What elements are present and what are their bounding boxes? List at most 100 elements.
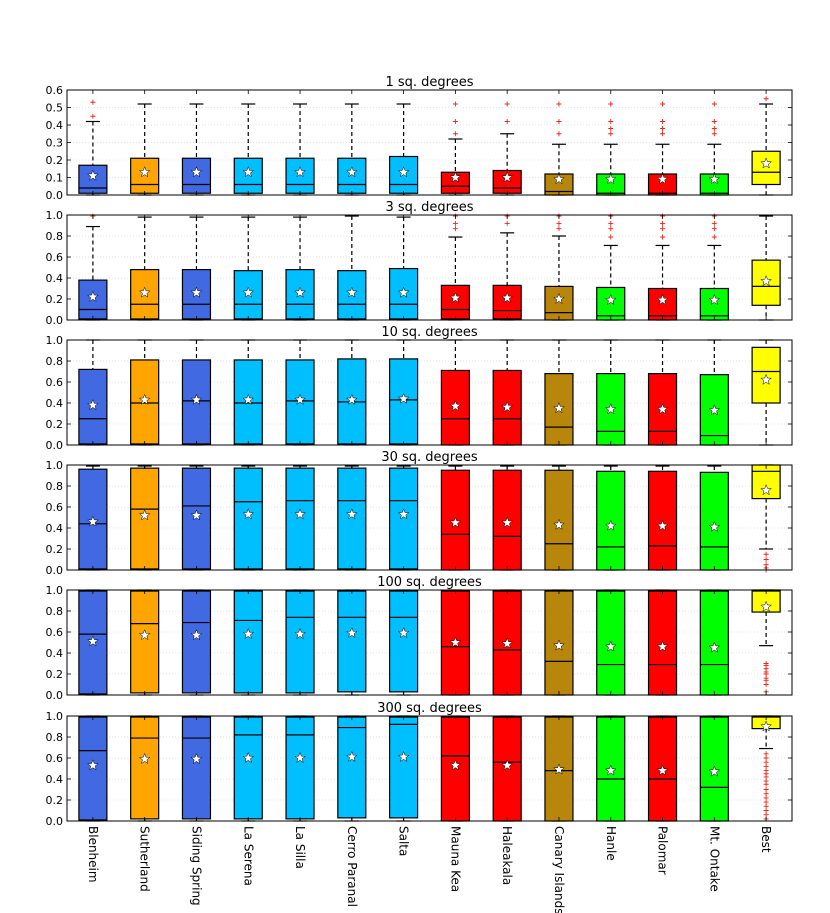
mean-marker	[397, 508, 410, 520]
panel-4: 30 sq. degrees 0.0 0.2 0.4 0.6 0.8 1.0	[46, 450, 793, 577]
box-haleakala	[492, 715, 522, 822]
outlier-point	[660, 119, 666, 124]
box-best	[751, 589, 781, 695]
box-salta	[389, 216, 419, 321]
box-blenheim	[78, 213, 108, 321]
box-siding-spring	[181, 103, 212, 196]
mean-marker	[553, 518, 565, 530]
box-hanle	[596, 101, 626, 196]
panel-5: 100 sq. degrees 0.0 0.2 0.4 0.6 0.8 1.0	[46, 575, 793, 702]
y-tick-label: 0.8	[46, 355, 64, 368]
panel-frame	[66, 214, 793, 321]
box-hanle	[596, 465, 626, 571]
outlier-point	[660, 101, 666, 107]
mean-marker	[86, 290, 99, 302]
panel-1: 1 sq. degrees 0.0 0.1 0.2 0.3 0.4 0.5 0.6	[46, 75, 793, 202]
y-tick-label: 0.0	[46, 689, 64, 702]
iqr-box	[647, 287, 678, 321]
mean-marker	[708, 404, 721, 416]
y-tick-label: 0.0	[46, 439, 64, 452]
outlier-point	[711, 101, 717, 107]
mean-marker	[449, 636, 462, 648]
box-la-serena	[233, 216, 263, 321]
iqr-box	[440, 284, 470, 320]
box-salta	[389, 339, 419, 446]
box-cerro-paranal	[337, 103, 367, 196]
outlier-point	[556, 119, 562, 124]
box-sutherland	[130, 589, 160, 696]
box-palomar	[647, 715, 678, 822]
mean-marker	[656, 293, 669, 306]
box-haleakala	[492, 101, 522, 196]
iqr-box	[337, 716, 367, 819]
outlier-point	[90, 99, 96, 105]
x-tick-label: Haleakala	[500, 826, 514, 885]
mean-marker	[449, 171, 462, 183]
box-canary-islands	[544, 339, 574, 446]
outlier-point	[452, 220, 458, 226]
box-best	[751, 96, 781, 196]
box-canary-islands	[544, 213, 574, 321]
box-sutherland	[130, 465, 160, 571]
box-mt-ontake	[699, 101, 729, 196]
mean-marker	[501, 400, 514, 413]
mean-marker	[501, 637, 514, 649]
iqr-box	[389, 155, 419, 194]
mean-marker	[242, 627, 255, 640]
box-la-serena	[233, 103, 263, 196]
outlier-point	[763, 759, 769, 765]
y-tick-label: 0.4	[46, 272, 64, 285]
box-blenheim	[78, 465, 108, 571]
iqr-box	[181, 467, 212, 570]
iqr-box	[699, 287, 729, 321]
x-tick-label: Hanle	[604, 826, 618, 861]
iqr-box	[233, 590, 263, 694]
mean-marker	[604, 173, 617, 185]
box-mt-ontake	[699, 589, 729, 696]
y-tick-label: 0.2	[46, 543, 64, 556]
y-tick-label: 1.0	[46, 459, 64, 472]
iqr-box	[130, 716, 160, 820]
box-la-serena	[233, 339, 263, 446]
y-tick-label: 0.6	[46, 84, 64, 97]
outlier-point	[608, 119, 614, 124]
x-tick-label: Palomar	[656, 826, 670, 875]
outlier-point	[452, 131, 458, 137]
y-tick-label: 0.8	[46, 230, 64, 243]
outlier-point	[711, 234, 717, 240]
mean-marker	[294, 286, 306, 298]
y-tick-label: 0.8	[46, 480, 64, 493]
iqr-box	[181, 157, 212, 194]
mean-marker	[604, 293, 617, 306]
box-la-silla	[285, 103, 315, 196]
outlier-point	[763, 774, 769, 780]
x-tick-label: Blenheim	[86, 826, 100, 883]
y-tick-label: 0.4	[46, 522, 64, 535]
outlier-point	[660, 220, 666, 226]
box-best	[751, 715, 781, 822]
mean-marker	[190, 166, 203, 178]
mean-marker	[86, 169, 99, 181]
iqr-box	[181, 716, 212, 820]
mean-marker	[397, 626, 410, 639]
box-best	[751, 339, 781, 446]
iqr-box	[233, 716, 263, 820]
panel-6: 300 sq. degrees 0.0 0.2 0.4 0.6 0.8 1.0	[46, 701, 793, 828]
mean-marker	[86, 759, 99, 771]
box-palomar	[647, 101, 678, 196]
box-mauna-kea	[440, 465, 470, 571]
outlier-point	[660, 226, 666, 232]
x-tick-label: Sutherland	[138, 826, 152, 892]
box-palomar	[647, 339, 678, 446]
mean-marker	[760, 373, 773, 385]
outlier-point	[556, 101, 562, 107]
mean-marker	[190, 628, 203, 641]
y-tick-label: 0.2	[46, 418, 64, 431]
outlier-point	[763, 551, 769, 557]
mean-marker	[501, 291, 514, 303]
mean-marker	[294, 166, 306, 178]
mean-marker	[604, 764, 617, 776]
box-la-silla	[285, 715, 315, 822]
y-tick-label: 1.0	[46, 584, 64, 597]
